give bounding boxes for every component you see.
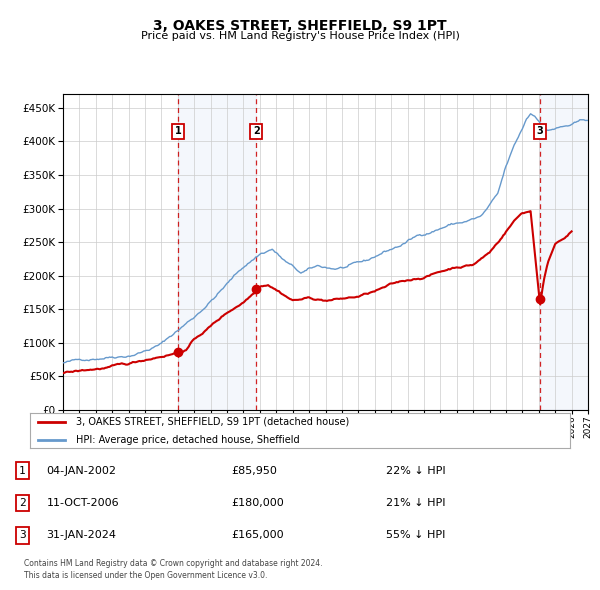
Text: Contains HM Land Registry data © Crown copyright and database right 2024.: Contains HM Land Registry data © Crown c… [24,559,323,568]
Text: 11-OCT-2006: 11-OCT-2006 [47,498,119,508]
Text: 2: 2 [19,498,26,508]
Text: 2: 2 [253,126,260,136]
Text: Price paid vs. HM Land Registry's House Price Index (HPI): Price paid vs. HM Land Registry's House … [140,31,460,41]
Text: 3: 3 [537,126,544,136]
Text: 04-JAN-2002: 04-JAN-2002 [47,466,116,476]
Text: 1: 1 [19,466,26,476]
Bar [540,94,588,410]
Text: £165,000: £165,000 [231,530,284,540]
Text: HPI: Average price, detached house, Sheffield: HPI: Average price, detached house, Shef… [76,435,299,444]
Text: This data is licensed under the Open Government Licence v3.0.: This data is licensed under the Open Gov… [24,571,268,580]
Text: 22% ↓ HPI: 22% ↓ HPI [386,466,446,476]
Bar [540,94,588,410]
Text: 21% ↓ HPI: 21% ↓ HPI [386,498,446,508]
Text: 3, OAKES STREET, SHEFFIELD, S9 1PT: 3, OAKES STREET, SHEFFIELD, S9 1PT [153,19,447,33]
Text: 3: 3 [19,530,26,540]
Text: £85,950: £85,950 [231,466,277,476]
Text: 3, OAKES STREET, SHEFFIELD, S9 1PT (detached house): 3, OAKES STREET, SHEFFIELD, S9 1PT (deta… [76,417,349,427]
Text: 31-JAN-2024: 31-JAN-2024 [47,530,116,540]
Text: £180,000: £180,000 [231,498,284,508]
Bar [178,94,256,410]
Text: 55% ↓ HPI: 55% ↓ HPI [386,530,446,540]
Text: 1: 1 [175,126,181,136]
